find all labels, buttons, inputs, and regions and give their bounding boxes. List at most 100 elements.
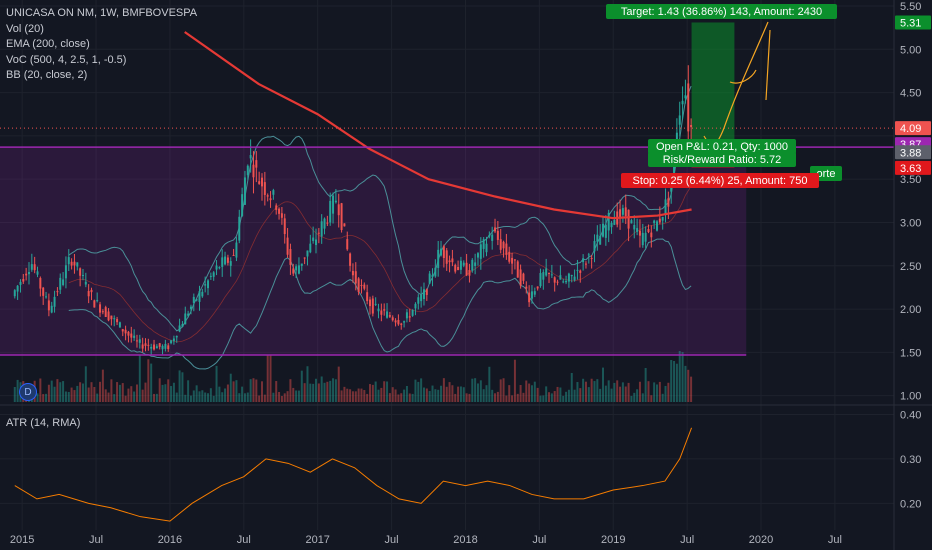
- volume-bar: [616, 380, 619, 402]
- candle-body: [130, 333, 133, 338]
- candle-body: [604, 224, 607, 238]
- volume-bar: [638, 381, 641, 402]
- volume-bar: [383, 381, 386, 402]
- candle-body: [602, 223, 605, 237]
- candle-body: [93, 300, 96, 308]
- candle-body: [394, 320, 397, 323]
- candle-body: [124, 329, 127, 334]
- candle-body: [309, 243, 312, 253]
- candle-body: [494, 227, 497, 232]
- candle-body: [366, 292, 369, 302]
- candle-body: [542, 272, 545, 280]
- volume-bar: [81, 383, 84, 402]
- volume-bar: [440, 385, 443, 402]
- candle-body: [621, 208, 624, 215]
- position-labels: Target: 1.43 (36.86%) 143, Amount: 2430 o…: [606, 4, 842, 188]
- volume-bar: [425, 388, 428, 402]
- volume-bar: [647, 381, 650, 402]
- candle-body: [340, 203, 343, 231]
- candle-body: [192, 296, 195, 303]
- bb-indicator[interactable]: BB (20, close, 2): [6, 69, 88, 81]
- ema-indicator[interactable]: EMA (200, close): [6, 38, 90, 50]
- candle-body: [204, 284, 207, 286]
- volume-bar: [687, 369, 690, 402]
- volume-bar: [172, 382, 175, 402]
- volume-bar: [690, 376, 693, 402]
- volume-bar: [278, 391, 281, 402]
- volume-bar: [667, 382, 670, 402]
- volume-bar: [118, 384, 121, 402]
- candle-body: [519, 269, 522, 286]
- volume-bar: [90, 382, 93, 402]
- candle-body: [181, 324, 184, 327]
- candle-body: [457, 266, 460, 271]
- candle-body: [371, 298, 374, 314]
- candle-body: [116, 319, 119, 323]
- candle-body: [323, 218, 326, 229]
- dividend-badge[interactable]: D: [19, 383, 37, 401]
- volume-bar: [207, 393, 210, 402]
- candle-body: [30, 264, 33, 270]
- indicator-legend: UNICASA ON NM, 1W, BMFBOVESPA Vol (20) E…: [6, 6, 197, 84]
- price-tick-label: 3.50: [900, 174, 921, 186]
- atr-axis: 0.20 0.30 0.40: [900, 409, 921, 510]
- time-tick-label: 2018: [453, 534, 477, 546]
- open-pl-label-box: [648, 139, 796, 154]
- candle-body: [252, 164, 255, 178]
- vol-indicator[interactable]: Vol (20): [6, 22, 44, 35]
- candle-body: [207, 280, 210, 289]
- candle-body: [278, 208, 281, 214]
- volume-bar: [658, 381, 661, 402]
- candle-body: [485, 243, 488, 253]
- candle-body: [476, 253, 479, 258]
- candle-body: [357, 278, 360, 292]
- volume-bar: [45, 393, 48, 402]
- volume-bar: [553, 391, 556, 402]
- candle-body: [70, 261, 73, 266]
- volume-bar: [366, 393, 369, 402]
- volume-bar: [104, 389, 107, 402]
- volume-bar: [468, 393, 471, 402]
- volume-bar: [533, 381, 536, 402]
- candle-body: [434, 267, 437, 277]
- volume-bar: [252, 378, 255, 402]
- volume-bar: [573, 389, 576, 402]
- candle-body: [590, 257, 593, 259]
- candle-body: [550, 274, 553, 276]
- candle-body: [141, 344, 144, 349]
- candle-body: [47, 300, 50, 311]
- atr-pane: [14, 427, 693, 522]
- volume-bar: [13, 386, 16, 402]
- volume-bar: [189, 395, 192, 402]
- candle-body: [167, 345, 170, 350]
- volume-bar: [101, 369, 104, 402]
- candle-body: [545, 268, 548, 276]
- candle-body: [363, 284, 366, 289]
- volume-bar: [513, 359, 516, 402]
- candles: [13, 65, 693, 356]
- volume-bar: [602, 367, 605, 402]
- candle-body: [539, 273, 542, 287]
- volume-bar: [192, 390, 195, 402]
- volume-bar: [337, 366, 340, 402]
- candle-body: [283, 218, 286, 235]
- candle-body: [349, 253, 352, 266]
- volume-bar: [539, 395, 542, 402]
- volume-bar: [320, 376, 323, 402]
- atr-tick-label: 0.30: [900, 454, 921, 466]
- candle-body: [246, 165, 249, 176]
- volume-bar: [428, 391, 431, 402]
- candle-body: [377, 308, 380, 312]
- volume-bar: [50, 380, 53, 402]
- candle-body: [144, 343, 147, 346]
- voc-indicator[interactable]: VoC (500, 4, 2.5, 1, -0.5): [6, 53, 127, 66]
- volume-bar: [613, 382, 616, 402]
- volume-bar: [258, 395, 261, 402]
- atr-indicator[interactable]: ATR (14, RMA): [6, 417, 81, 429]
- time-tick-label: 2015: [10, 534, 34, 546]
- candle-body: [266, 195, 269, 197]
- volume-bar: [408, 393, 411, 402]
- symbol-title[interactable]: UNICASA ON NM, 1W, BMFBOVESPA: [6, 7, 198, 19]
- volume-bar: [178, 370, 181, 402]
